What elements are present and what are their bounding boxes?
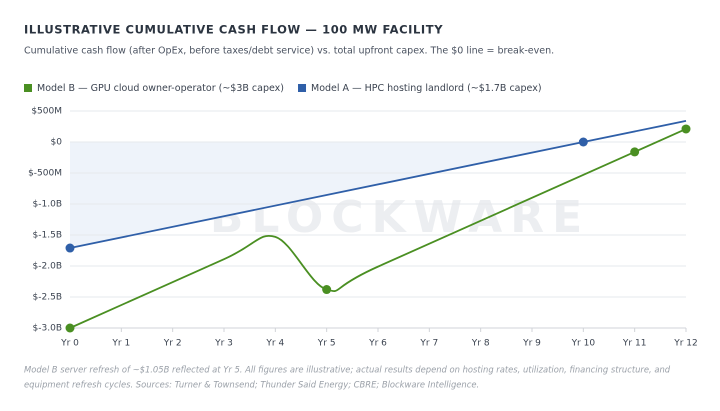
x-tick-label: Yr 0: [60, 339, 79, 349]
point: [681, 124, 691, 134]
x-tick-label: Yr 9: [522, 339, 541, 349]
x-tick-label: Yr 2: [163, 339, 182, 349]
x-tick-label: Yr 6: [368, 339, 387, 349]
point: [322, 285, 332, 295]
point: [630, 147, 640, 157]
footnote: Model B server refresh of ~$1.05B reflec…: [24, 365, 671, 375]
y-tick-label: $500M: [31, 107, 62, 117]
point: [65, 243, 75, 253]
point: [578, 137, 588, 147]
x-tick-label: Yr 1: [111, 339, 130, 349]
point: [65, 323, 75, 333]
legend-swatch: [24, 84, 32, 92]
x-tick-label: Yr 7: [419, 339, 438, 349]
plot: Model B — GPU cloud owner-operator (~$3B…: [24, 83, 698, 349]
y-tick-label: $-2.5B: [33, 293, 62, 303]
legend-swatch: [298, 84, 307, 92]
y-tick-label: $0: [51, 138, 63, 148]
legend-label: Model B — GPU cloud owner-operator (~$3B…: [37, 83, 284, 94]
x-tick-label: Yr 10: [571, 339, 596, 349]
chart-title: ILLUSTRATIVE CUMULATIVE CASH FLOW — 100 …: [24, 23, 443, 37]
x-tick-label: Yr 3: [214, 339, 233, 349]
y-tick-label: $-500M: [28, 169, 62, 179]
legend-label: Model A — HPC hosting landlord (~$1.7B c…: [311, 83, 542, 94]
x-tick-label: Yr 11: [622, 339, 647, 349]
x-tick-label: Yr 8: [471, 339, 490, 349]
x-tick-label: Yr 12: [673, 339, 698, 349]
y-tick-label: $-3.0B: [33, 324, 62, 334]
y-tick-label: $-2.0B: [33, 262, 62, 272]
x-tick-label: Yr 5: [317, 339, 336, 349]
y-tick-label: $-1.5B: [33, 231, 62, 241]
y-tick-label: $-1.0B: [33, 200, 62, 210]
x-tick-label: Yr 4: [265, 339, 284, 349]
footnote: equipment refresh cycles. Sources: Turne…: [24, 380, 479, 390]
chart-subtitle: Cumulative cash flow (after OpEx, before…: [24, 46, 554, 57]
